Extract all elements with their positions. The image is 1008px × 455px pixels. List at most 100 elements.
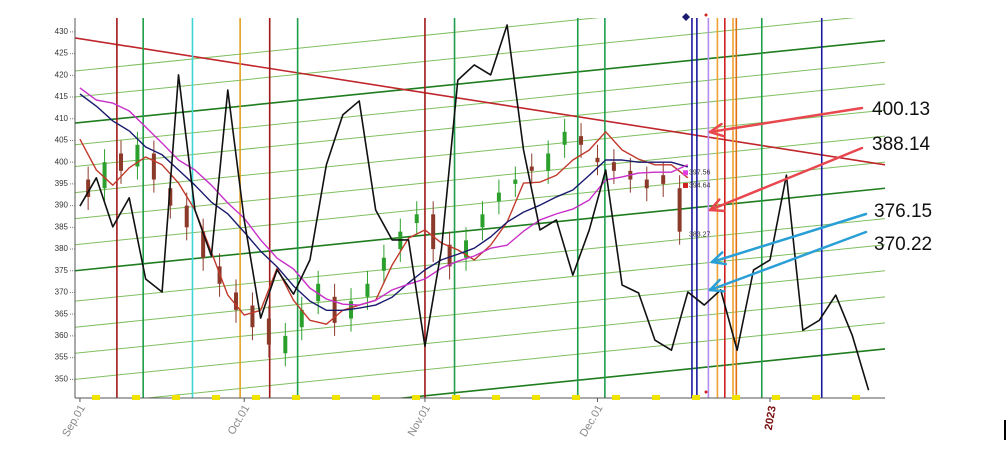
candle-body	[135, 144, 140, 167]
annotation-arrowhead	[710, 251, 724, 264]
trend-line	[75, 187, 885, 272]
y-tick-label: 425	[55, 49, 69, 58]
candle-body	[611, 162, 616, 171]
candle-body	[381, 257, 386, 271]
trend-line	[75, 161, 885, 246]
marker-dot	[704, 390, 708, 394]
annotation-arrowhead	[708, 288, 726, 293]
annotation-arrow	[708, 230, 868, 292]
candle-body	[595, 157, 600, 163]
axis-marker	[292, 395, 300, 400]
y-tick-label: 385	[55, 222, 69, 231]
candle-body	[529, 166, 534, 171]
axis-marker	[92, 395, 100, 400]
annotation-arrow	[708, 146, 864, 212]
trend-line	[75, 83, 885, 168]
axis-marker	[852, 395, 860, 400]
trend-line	[395, 348, 885, 398]
y-tick-label: 410	[55, 114, 69, 123]
price-marker	[683, 182, 688, 188]
candle-body	[496, 192, 501, 202]
axis-marker	[332, 395, 340, 400]
annotation-label: 400.13	[872, 99, 930, 120]
trend-line	[142, 322, 885, 398]
trend-line	[75, 270, 885, 354]
trend-line	[75, 135, 885, 220]
y-tick-label: 420	[55, 70, 69, 79]
trend-line	[75, 18, 601, 72]
candle-body	[562, 131, 567, 145]
annotation-arrowhead	[710, 260, 728, 266]
annotation-arrowhead	[708, 278, 721, 292]
trend-line	[75, 218, 885, 302]
axis-marker	[572, 395, 580, 400]
axis-marker	[612, 395, 620, 400]
candle-body	[414, 214, 419, 223]
axis-marker	[252, 395, 260, 400]
x-tick-label: 2023	[763, 405, 779, 431]
price-label: 397.56	[689, 170, 711, 177]
y-tick-label: 395	[55, 179, 69, 188]
candle-body	[644, 179, 649, 189]
axis-marker	[452, 395, 460, 400]
axis-marker	[692, 395, 700, 400]
x-tick-label: Dec.01	[578, 403, 606, 439]
candle-body	[431, 214, 436, 250]
candle-body	[513, 179, 518, 184]
candle-body	[151, 153, 156, 180]
trend-line	[75, 61, 885, 146]
y-tick-label: 400	[55, 157, 69, 166]
y-tick-label: 390	[55, 201, 69, 210]
axis-marker	[652, 395, 660, 400]
candle-body	[316, 283, 321, 302]
axis-marker	[532, 395, 540, 400]
candle-body	[677, 188, 682, 232]
trend-line	[75, 109, 885, 194]
annotation-arrowhead	[708, 122, 723, 134]
axis-marker	[812, 395, 820, 400]
price-marker	[683, 170, 688, 176]
y-tick-label: 365	[55, 309, 69, 318]
trend-line	[75, 296, 885, 380]
candle-body	[464, 240, 469, 258]
candle-body	[283, 335, 288, 354]
trend-line	[75, 18, 856, 98]
trend-line	[75, 244, 885, 328]
candle-body	[299, 309, 304, 328]
annotation-arrowhead	[708, 208, 726, 213]
annotation-arrow	[710, 212, 868, 264]
candle-body	[119, 153, 124, 171]
y-tick-label: 350	[55, 374, 69, 383]
axis-marker	[772, 395, 780, 400]
candle-body	[661, 175, 666, 184]
axis-marker	[492, 395, 500, 400]
candle-body	[168, 188, 173, 206]
axis-marker	[412, 395, 420, 400]
x-tick-label: Nov.01	[406, 403, 433, 438]
axis-marker	[172, 395, 180, 400]
annotation-arrowhead	[708, 198, 721, 212]
candle-body	[365, 283, 370, 297]
annotation-label: 388.14	[872, 134, 931, 155]
axis-marker	[372, 395, 380, 400]
price-label: 394.64	[689, 182, 711, 189]
series-line	[79, 24, 870, 391]
y-tick-label: 405	[55, 136, 69, 145]
y-tick-label: 415	[55, 92, 69, 101]
price-label: 383.27	[689, 232, 711, 239]
trend-line	[75, 39, 885, 124]
marker-dot	[704, 13, 708, 17]
candle-body	[184, 205, 189, 228]
y-tick-label: 375	[55, 266, 69, 275]
candle-body	[102, 162, 107, 189]
candle-body	[266, 318, 271, 345]
candle-body	[447, 244, 452, 267]
annotation-label: 376.15	[874, 201, 932, 222]
candle-body	[250, 305, 255, 328]
trend-line	[75, 37, 885, 166]
y-tick-label: 360	[55, 331, 69, 340]
candle-body	[579, 136, 584, 145]
y-tick-label: 370	[55, 288, 69, 297]
